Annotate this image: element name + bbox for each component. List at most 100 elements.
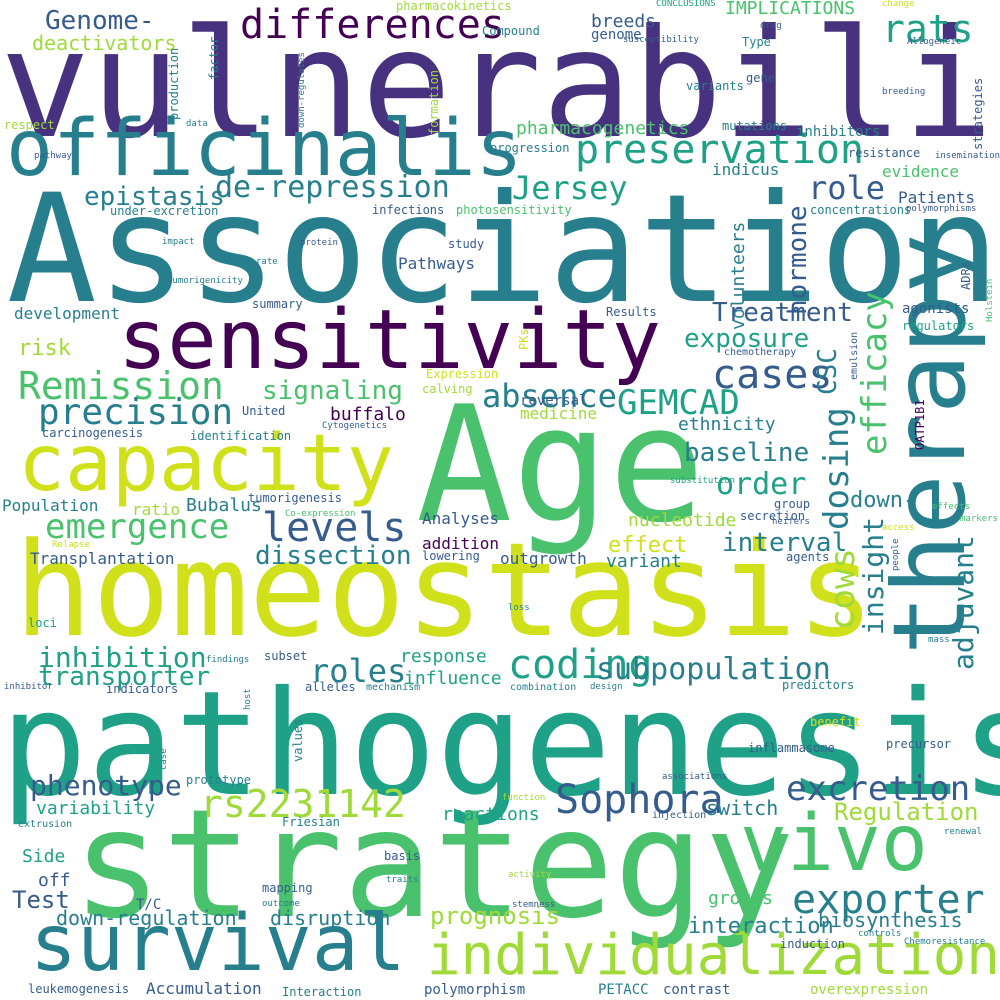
- word-off: off: [38, 870, 71, 891]
- word-mapping: mapping: [262, 881, 313, 895]
- word-nucleotide: nucleotide: [628, 510, 737, 531]
- word-signaling: signaling: [262, 376, 403, 406]
- word-outgrowth: outgrowth: [500, 549, 587, 568]
- word-rats: rats: [882, 7, 974, 51]
- word-disruption: disruption: [270, 906, 391, 930]
- word-expression: Expression: [426, 367, 499, 381]
- word-results: Results: [606, 305, 657, 319]
- word-findings: findings: [206, 655, 250, 665]
- word-people: people: [891, 538, 901, 571]
- word-regulators: regulators: [902, 319, 975, 333]
- word-benefit: benefit: [810, 715, 861, 729]
- word-roles: roles: [310, 652, 407, 690]
- word-chemoresistance: Chemoresistance: [904, 937, 986, 947]
- word-absence: absence: [482, 377, 617, 415]
- word-exporter: exporter: [792, 877, 985, 923]
- word-cytogenetics: Cytogenetics: [322, 421, 388, 431]
- word-allogeneic: Allogeneic: [907, 37, 962, 47]
- word-groups: groups: [708, 888, 774, 909]
- word-summary: summary: [252, 297, 303, 311]
- word-stemness: stemness: [512, 900, 556, 910]
- word-reactions: reactions: [442, 804, 540, 825]
- word-efficacy: efficacy: [855, 291, 895, 455]
- word-pks: PKs: [517, 328, 531, 350]
- word-survival: survival: [30, 899, 406, 989]
- word-leukemogenesis: leukemogenesis: [28, 982, 130, 996]
- word-predictors: predictors: [782, 678, 855, 692]
- word-resistance: resistance: [848, 146, 921, 160]
- word-pathways: Pathways: [398, 254, 476, 273]
- word-cases: cases: [712, 352, 833, 398]
- word-activity: activity: [508, 870, 552, 880]
- word-secretion: secretion: [740, 509, 806, 523]
- word-substitution: substitution: [670, 476, 736, 486]
- word-jersey: Jersey: [512, 169, 628, 207]
- word-respect: respect: [4, 118, 55, 132]
- word-implications: IMPLICATIONS: [725, 0, 856, 19]
- word-transporter: transporter: [38, 662, 211, 692]
- word-protein: protein: [300, 238, 338, 248]
- word-preservation: preservation: [575, 127, 864, 173]
- word-effect: effect: [608, 533, 688, 558]
- word-heifers: heifers: [772, 517, 810, 527]
- word-polymorphisms: polymorphisms: [906, 204, 977, 214]
- word-pathogenesis: pathogenesis: [0, 660, 1000, 829]
- word-interval: interval: [722, 528, 848, 558]
- word-infections: infections: [372, 203, 445, 217]
- word-genome: genome: [591, 27, 642, 43]
- word-vivo: vivo: [740, 799, 928, 889]
- word-officinalis: officinalis: [6, 104, 523, 194]
- word-excretion: excretion: [786, 769, 971, 809]
- word-mechanism: mechanism: [366, 682, 421, 693]
- word-exposure: exposure: [684, 324, 810, 354]
- word-type: Type: [742, 35, 771, 49]
- word-group: group: [774, 497, 811, 511]
- word-inflammasome: inflammasome: [748, 741, 835, 755]
- word-analyses: Analyses: [422, 509, 500, 528]
- word-individualization: individualization: [426, 923, 1000, 988]
- word-pharmacogenetics: pharmacogenetics: [516, 118, 690, 139]
- word-genome: Genome-: [45, 6, 155, 36]
- word-differences: differences: [240, 2, 505, 48]
- word-coding: coding: [508, 642, 653, 688]
- word-dosing: dosing: [817, 407, 857, 530]
- word-insemination: insemination: [934, 151, 1000, 161]
- word-switch: switch: [706, 796, 779, 820]
- word-influence: influence: [404, 668, 502, 689]
- word-accumulation: Accumulation: [146, 979, 262, 998]
- word-drug: drug: [760, 21, 782, 31]
- word-induction: induction: [780, 937, 846, 951]
- word-homeostasis: homeostasis: [14, 514, 875, 666]
- word-design: design: [590, 682, 623, 692]
- word-mass: mass: [928, 635, 950, 645]
- word-down-regulation: down-regulation: [56, 906, 237, 930]
- word-co-expression: Co-expression: [285, 509, 356, 519]
- word-injection: injection: [652, 810, 707, 821]
- word-change: change: [882, 0, 915, 9]
- word-bubalus: Bubalus: [186, 495, 262, 516]
- word-levels: levels: [262, 505, 407, 551]
- word-polymorphism: polymorphism: [424, 982, 526, 998]
- word-calving: calving: [422, 382, 473, 396]
- word-relapse: Relapse: [52, 540, 90, 550]
- word-contrast: contrast: [663, 982, 731, 998]
- word-breeding: breeding: [882, 87, 926, 97]
- word-tumorigenicity: tumorigenicity: [167, 276, 243, 286]
- word-evidence: evidence: [882, 162, 960, 181]
- word-pharmacokinetics: pharmacokinetics: [396, 0, 512, 13]
- word-pathway: pathway: [34, 151, 72, 161]
- word-inhibitor: inhibitor: [4, 682, 53, 692]
- word-gene: gene: [746, 71, 775, 85]
- word-identification: identification: [190, 429, 292, 443]
- word-remission: Remission: [18, 364, 224, 408]
- word-vulnerability: vulnerability: [0, 0, 1000, 172]
- word-epistasis: epistasis: [84, 182, 225, 212]
- word-alleles: alleles: [305, 680, 356, 694]
- word-subpopulation: subpopulation: [596, 652, 831, 687]
- word-access: access: [882, 523, 915, 533]
- word-phenotype: phenotype: [30, 769, 182, 802]
- word-ratio: ratio: [132, 500, 181, 519]
- word-biosynthesis: biosynthesis: [818, 908, 963, 932]
- word-regulation: Regulation: [834, 798, 979, 826]
- word-rs2231142: rs2231142: [200, 782, 406, 826]
